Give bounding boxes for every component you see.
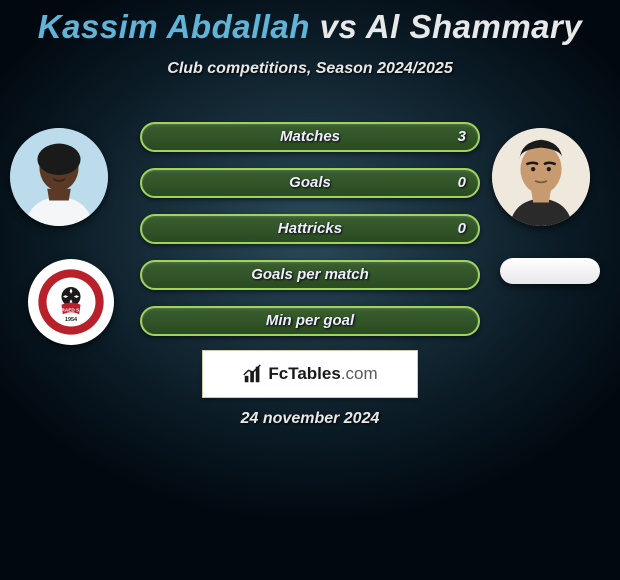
watermark-brand: FcTables — [268, 364, 340, 383]
player1-club-badge: ALRAED S.FC 1954 — [28, 259, 114, 345]
subtitle: Club competitions, Season 2024/2025 — [0, 60, 620, 78]
player2-avatar — [492, 128, 590, 226]
stat-row-goals: Goals 0 — [140, 168, 480, 198]
player1-avatar — [10, 128, 108, 226]
date-text: 24 november 2024 — [0, 410, 620, 428]
player1-name: Kassim Abdallah — [38, 8, 310, 45]
club-year-text: 1954 — [65, 317, 77, 323]
club-name-text: ALRAED S.FC — [55, 308, 88, 314]
stats-list: Matches 3 Goals 0 Hattricks 0 Goals per … — [140, 122, 480, 352]
player2-name: Al Shammary — [366, 8, 582, 45]
stat-label: Min per goal — [142, 308, 478, 334]
stat-right-value: 0 — [458, 216, 466, 242]
player2-club-badge — [500, 258, 600, 284]
stat-row-matches: Matches 3 — [140, 122, 480, 152]
watermark-domain: .com — [341, 364, 378, 383]
stat-row-hattricks: Hattricks 0 — [140, 214, 480, 244]
infographic-container: Kassim Abdallah vs Al Shammary Club comp… — [0, 0, 620, 580]
stat-label: Hattricks — [142, 216, 478, 242]
stat-label: Goals per match — [142, 262, 478, 288]
stat-right-value: 0 — [458, 170, 466, 196]
stat-row-goals-per-match: Goals per match — [140, 260, 480, 290]
stat-label: Matches — [142, 124, 478, 150]
vs-text: vs — [320, 8, 358, 45]
comparison-title: Kassim Abdallah vs Al Shammary — [0, 8, 620, 46]
bar-chart-icon — [242, 363, 264, 385]
stat-right-value: 3 — [458, 124, 466, 150]
watermark-text: FcTables.com — [268, 364, 377, 384]
stat-row-min-per-goal: Min per goal — [140, 306, 480, 336]
watermark: FcTables.com — [202, 350, 418, 398]
stat-label: Goals — [142, 170, 478, 196]
